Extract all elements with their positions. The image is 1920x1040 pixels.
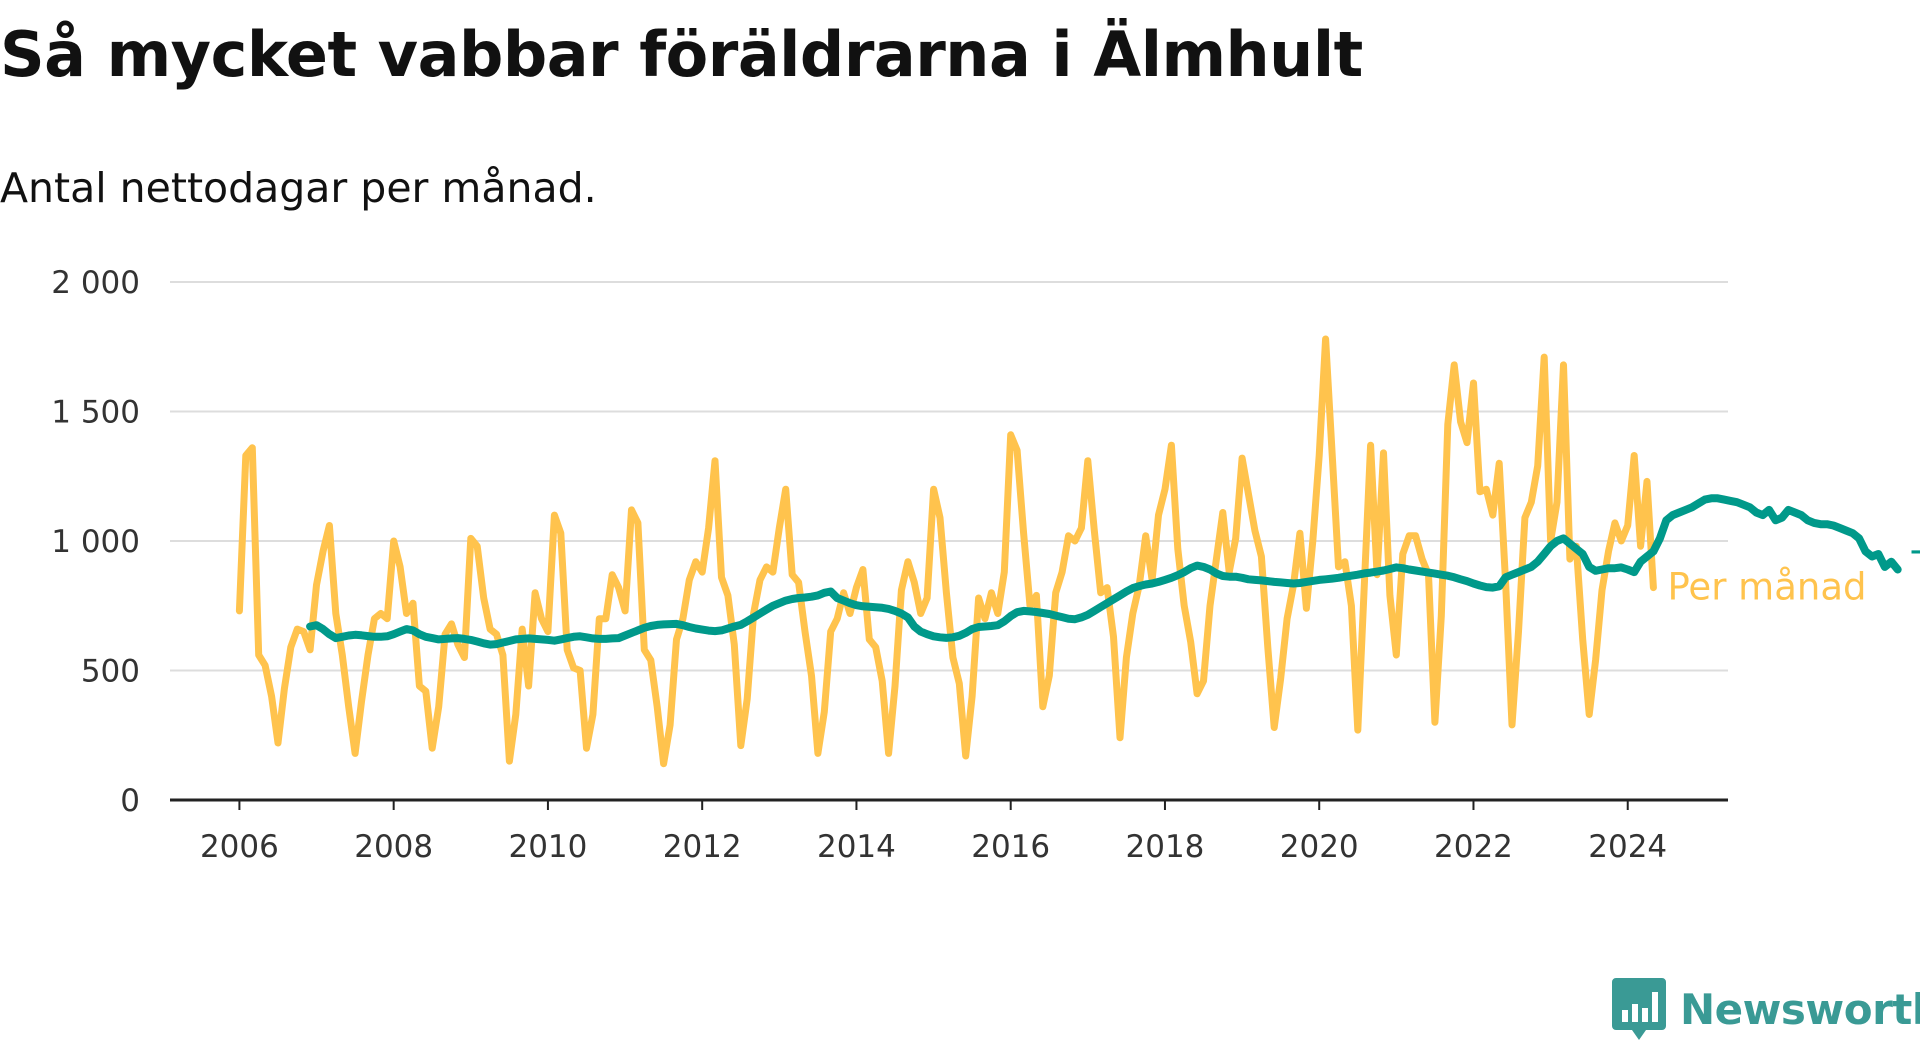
x-tick-label: 2020	[1280, 829, 1359, 865]
x-tick-label: 2012	[663, 829, 742, 865]
series-labels: Per månad Trend	[1667, 543, 1920, 608]
y-tick-label: 1 000	[51, 524, 140, 560]
x-tick-label: 2006	[200, 829, 279, 865]
chart-subtitle: Antal nettodagar per månad.	[0, 164, 597, 212]
x-tick-label: 2008	[354, 829, 433, 865]
series-lines	[235, 335, 1902, 768]
series-line-trend	[306, 494, 1902, 649]
x-tick-label: 2022	[1434, 829, 1513, 865]
chart-title: Så mycket vabbar föräldrarna i Älmhult	[0, 18, 1363, 91]
x-axis: 2006 2008 2010 2012 2014 2016 2018 2020 2022 2024	[170, 798, 1728, 865]
y-axis-tick-labels: 0 500 1 000 1 500 2 000	[51, 265, 140, 819]
series-line-per-manad	[235, 335, 1657, 768]
x-tick-label: 2014	[817, 829, 896, 865]
brand-name: Newsworthy	[1680, 984, 1920, 1034]
x-tick-label: 2024	[1588, 829, 1667, 865]
brand-logo: Newsworthy	[1612, 978, 1920, 1040]
newsworthy-logo-icon	[1612, 978, 1666, 1040]
y-tick-label: 1 500	[51, 395, 140, 431]
series-label-trend: Trend	[1911, 543, 1920, 586]
y-tick-label: 500	[81, 654, 140, 690]
series-label-per-manad: Per månad	[1667, 566, 1866, 609]
x-tick-label: 2010	[508, 829, 587, 865]
y-tick-label: 0	[120, 783, 140, 819]
x-tick-label: 2016	[971, 829, 1050, 865]
y-tick-label: 2 000	[51, 265, 140, 301]
x-tick-label: 2018	[1126, 829, 1205, 865]
